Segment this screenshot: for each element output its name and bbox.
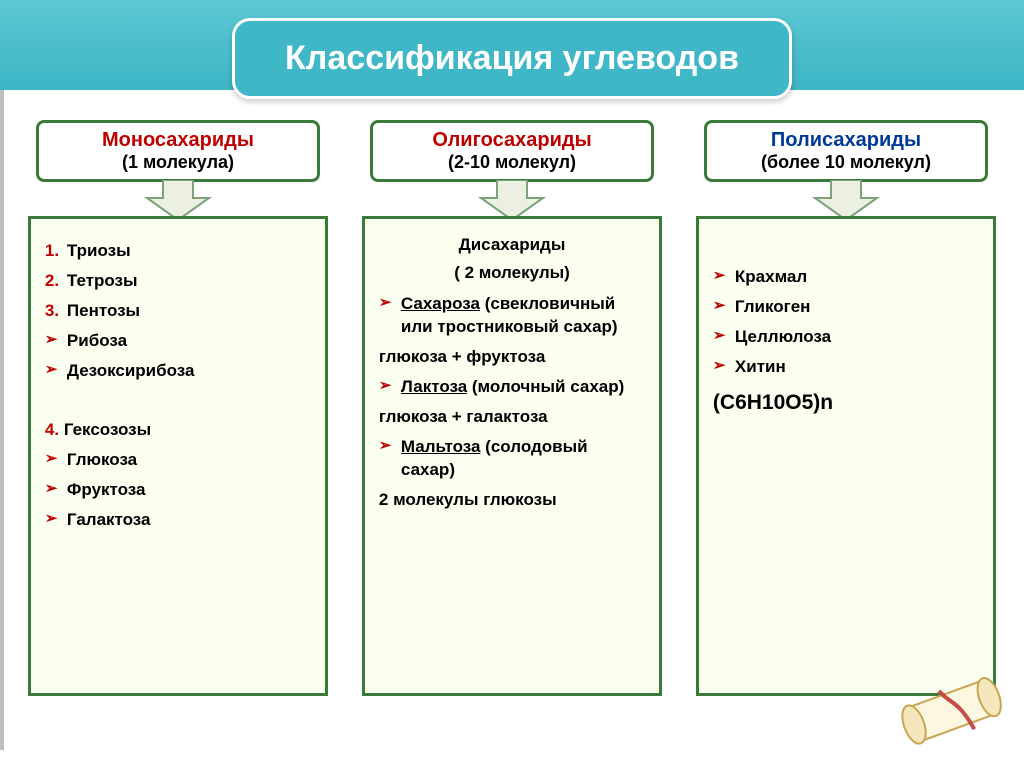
arrow-down-icon	[811, 180, 881, 220]
spacer	[45, 390, 311, 412]
list-item: ➢Дезоксирибоза	[45, 360, 311, 383]
content-box-poly: ➢ Крахмал ➢Гликоген ➢Целлюлоза ➢Хитин (С6Н1…	[696, 216, 996, 696]
columns-row: Моносахариды (1 молекула) 1.Триозы 2.Тетр…	[20, 120, 1004, 696]
arrow-down-icon	[477, 180, 547, 220]
list-item: ➢Лактоза (молочный сахар)	[379, 376, 645, 399]
arrow-down-icon	[143, 180, 213, 220]
list-item: ➢Глюкоза	[45, 449, 311, 472]
intro-line: Дисахариды	[379, 235, 645, 255]
content-box-mono: 1.Триозы 2.Тетрозы 3.Пентозы ➢Рибоза ➢Дезокс…	[28, 216, 328, 696]
title-box: Классификация углеводов	[232, 18, 792, 99]
list-item: ➢Хитин	[713, 356, 979, 379]
list-item: 4. Гексозозы	[45, 419, 311, 442]
list-item: ➢Рибоза	[45, 330, 311, 353]
intro-line: ( 2 молекулы)	[379, 263, 645, 283]
list-item: ➢Фруктоза	[45, 479, 311, 502]
column-mono: Моносахариды (1 молекула) 1.Триозы 2.Тетр…	[20, 120, 336, 696]
column-poly: Полисахариды (более 10 молекул) ➢ Крахма…	[688, 120, 1004, 696]
header-oligo: Олигосахариды (2-10 молекул)	[370, 120, 654, 182]
header-oligo-line1: Олигосахариды	[385, 129, 639, 152]
list-item: ➢ Сахароза (свекловичный или тростниковы…	[379, 293, 645, 339]
list-item: 3.Пентозы	[45, 300, 311, 323]
scroll-decor-icon	[892, 656, 1022, 766]
header-mono-line1: Моносахариды	[51, 129, 305, 152]
list-item: ➢Целлюлоза	[713, 326, 979, 349]
list-item: глюкоза + фруктоза	[379, 346, 645, 369]
header-poly-line2: (более 10 молекул)	[719, 152, 973, 173]
list-item: ➢Гликоген	[713, 296, 979, 319]
formula: (С6Н10О5)n	[713, 391, 979, 415]
list-item: ➢ Крахмал	[713, 266, 979, 289]
header-mono: Моносахариды (1 молекула)	[36, 120, 320, 182]
header-poly-line1: Полисахариды	[719, 129, 973, 152]
header-oligo-line2: (2-10 молекул)	[385, 152, 639, 173]
left-guide-line	[0, 80, 4, 750]
column-oligo: Олигосахариды (2-10 молекул) Дисахариды (…	[354, 120, 670, 696]
list-item: ➢Мальтоза (солодовый сахар)	[379, 436, 645, 482]
header-mono-line2: (1 молекула)	[51, 152, 305, 173]
list-item: глюкоза + галактоза	[379, 406, 645, 429]
list-item: 2.Тетрозы	[45, 270, 311, 293]
header-poly: Полисахариды (более 10 молекул)	[704, 120, 988, 182]
list-item: 1.Триозы	[45, 240, 311, 263]
list-item: 2 молекулы глюкозы	[379, 489, 645, 512]
page-title: Классификация углеводов	[285, 39, 739, 78]
list-item: ➢Галактоза	[45, 509, 311, 532]
content-box-oligo: Дисахариды ( 2 молекулы) ➢ Сахароза (свекл…	[362, 216, 662, 696]
